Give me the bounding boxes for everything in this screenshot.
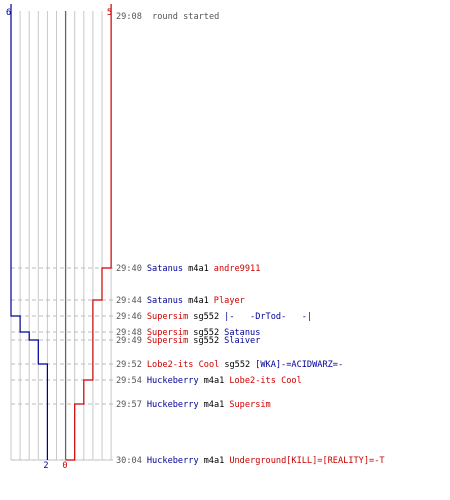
event-killer: Lobe2-its Cool: [147, 360, 219, 370]
event-weapon: sg552: [193, 328, 219, 338]
event-weapon: sg552: [224, 360, 250, 370]
red-team-alive-line: [65, 4, 112, 461]
event-victim: andre9911: [214, 264, 261, 274]
event-killer: Satanus: [147, 296, 183, 306]
kill-event-row: 29:57 Huckeberry m4a1 Supersim: [116, 400, 271, 410]
kill-event-row: 29:48 Supersim sg552 Satanus: [116, 328, 260, 338]
event-victim: Underground[KILL]=[REALITY]=-T: [229, 456, 384, 466]
event-weapon: sg552: [193, 336, 219, 346]
event-victim: |- -DrTod- -|: [224, 312, 312, 322]
event-killer: Supersim: [147, 328, 188, 338]
event-weapon: m4a1: [188, 296, 209, 306]
event-victim: Satanus: [224, 328, 260, 338]
event-killer: Supersim: [147, 336, 188, 346]
event-weapon: m4a1: [204, 456, 225, 466]
kill-event-row: 29:40 Satanus m4a1 andre9911: [116, 264, 260, 274]
event-victim: Supersim: [229, 400, 270, 410]
event-time: 30:04: [116, 456, 142, 466]
kill-event-row: 30:04 Huckeberry m4a1 Underground[KILL]=[RE…: [116, 456, 385, 466]
event-time: 29:49: [116, 336, 142, 346]
kill-event-row: 29:44 Satanus m4a1 Player: [116, 296, 245, 306]
event-weapon: m4a1: [204, 400, 225, 410]
event-guides: [11, 267, 114, 461]
event-killer: Satanus: [147, 264, 183, 274]
red-team-end-count: 0: [62, 461, 67, 471]
event-victim: Lobe2-its Cool: [229, 376, 301, 386]
event-time: 29:54: [116, 376, 142, 386]
event-victim: Player: [214, 296, 245, 306]
kill-event-row: 29:49 Supersim sg552 Slaiver: [116, 336, 260, 346]
player-grid: [10, 11, 112, 461]
round-start-time: 29:08: [116, 12, 142, 22]
kill-event-list: 29:40 Satanus m4a1 andre9911 29:44 Satanus m4a…: [116, 264, 385, 466]
event-victim: Slaiver: [224, 336, 260, 346]
svg-text:29:08 round started: 29:08 round started: [116, 12, 219, 22]
blue-team-start-count: 6: [6, 8, 11, 18]
event-weapon: m4a1: [188, 264, 209, 274]
event-time: 29:40: [116, 264, 142, 274]
event-killer: Supersim: [147, 312, 188, 322]
event-time: 29:57: [116, 400, 142, 410]
red-team-start-count: 5: [107, 8, 112, 18]
event-time: 29:46: [116, 312, 142, 322]
event-time: 29:52: [116, 360, 142, 370]
event-weapon: m4a1: [204, 376, 225, 386]
event-killer: Huckeberry: [147, 456, 199, 466]
round-start-row: 29:08 round started: [116, 12, 219, 22]
event-victim: [WKA]-=ACIDWARZ=-: [255, 360, 343, 370]
blue-team-end-count: 2: [43, 461, 48, 471]
event-time: 29:44: [116, 296, 142, 306]
blue-team-alive-line: [10, 4, 49, 460]
kill-event-row: 29:54 Huckeberry m4a1 Lobe2-its Cool: [116, 376, 302, 386]
round-start-label: round started: [152, 12, 219, 22]
event-killer: Huckeberry: [147, 400, 199, 410]
event-weapon: sg552: [193, 312, 219, 322]
kill-event-row: 29:46 Supersim sg552 |- -DrTod- -|: [116, 312, 312, 322]
kill-event-row: 29:52 Lobe2-its Cool sg552 [WKA]-=ACIDWARZ=…: [116, 360, 343, 370]
event-killer: Huckeberry: [147, 376, 199, 386]
event-time: 29:48: [116, 328, 142, 338]
